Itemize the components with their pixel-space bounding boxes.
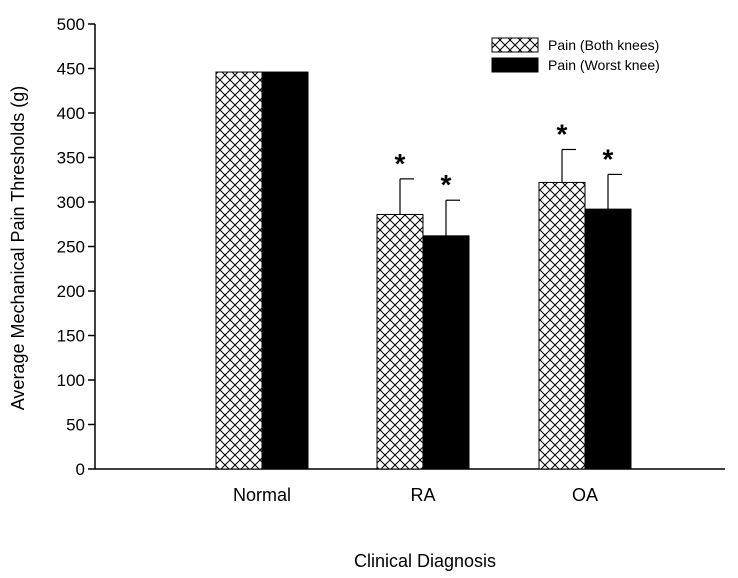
y-tick-label: 500	[57, 15, 85, 34]
y-tick-label: 150	[57, 327, 85, 346]
legend-swatch	[491, 57, 539, 73]
x-category-label: OA	[572, 485, 598, 505]
y-tick-label: 450	[57, 60, 85, 79]
y-tick-label: 200	[57, 282, 85, 301]
x-axis-title: Clinical Diagnosis	[354, 551, 496, 571]
y-axis-title: Average Mechanical Pain Thresholds (g)	[8, 86, 28, 411]
bar-both-knees	[376, 213, 424, 470]
y-tick-label: 400	[57, 104, 85, 123]
y-tick-label: 300	[57, 193, 85, 212]
significance-marker: *	[441, 169, 452, 200]
bar-worst-knee	[584, 208, 632, 470]
bar-worst-knee	[422, 235, 470, 470]
significance-marker: *	[557, 118, 568, 149]
legend-label: Pain (Worst knee)	[548, 57, 660, 73]
bar-worst-knee	[261, 71, 309, 470]
x-category-label: RA	[410, 485, 435, 505]
y-tick-label: 50	[66, 416, 85, 435]
y-tick-label: 0	[76, 460, 85, 479]
y-tick-label: 250	[57, 238, 85, 257]
x-category-label: Normal	[233, 485, 291, 505]
legend-swatch	[491, 37, 539, 53]
bar-both-knees	[538, 181, 586, 470]
significance-marker: *	[603, 143, 614, 174]
legend: Pain (Both knees) Pain (Worst knee)	[491, 37, 660, 73]
y-tick-label: 350	[57, 149, 85, 168]
x-axis: Normal RA OA	[95, 468, 725, 505]
y-axis: 0 50 100 150 200 250 300 350 400 450 500	[57, 15, 96, 479]
legend-label: Pain (Both knees)	[548, 37, 659, 53]
significance-marker: *	[395, 148, 406, 179]
bar-both-knees	[215, 71, 263, 470]
bars: * * * *	[215, 71, 632, 470]
y-tick-label: 100	[57, 371, 85, 390]
